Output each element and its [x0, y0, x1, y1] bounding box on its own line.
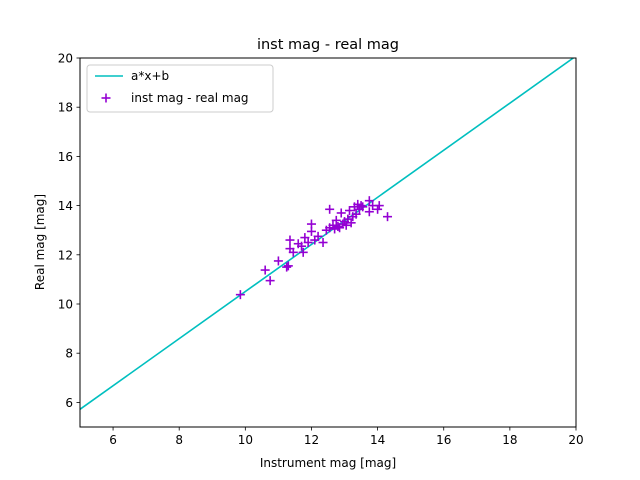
scatter-point: [273, 256, 283, 266]
y-tick-label: 14: [58, 199, 73, 213]
scatter-point: [358, 202, 368, 212]
scatter-point: [306, 219, 316, 229]
legend: a*x+b inst mag - real mag: [86, 64, 274, 113]
x-tick-label: 16: [436, 433, 451, 447]
fit-line: [80, 58, 575, 410]
y-tick-label: 16: [58, 150, 73, 164]
legend-plus-marker-icon: [101, 93, 111, 103]
scatter-point: [325, 204, 335, 214]
scatter-point: [383, 212, 393, 222]
y-tick-label: 6: [65, 396, 73, 410]
scatter-point: [300, 233, 310, 243]
chart-title: inst mag - real mag: [257, 37, 399, 53]
scatter-point: [336, 208, 346, 218]
y-axis-label: Real mag [mag]: [33, 194, 47, 290]
scatter-point: [341, 220, 351, 230]
scatter-point: [364, 207, 374, 217]
legend-label-fit: a*x+b: [131, 69, 169, 83]
scatter-point: [260, 265, 270, 275]
x-tick-label: 10: [238, 433, 253, 447]
scatter-point: [285, 235, 295, 245]
scatter-point: [356, 201, 366, 211]
scatter-point: [331, 215, 341, 225]
plot-area: [80, 58, 575, 410]
scatter-point: [364, 196, 374, 206]
scatter-point: [288, 247, 298, 257]
y-tick-label: 18: [58, 101, 73, 115]
x-tick-label: 18: [502, 433, 517, 447]
scatter-point: [282, 262, 292, 272]
y-tick-label: 8: [65, 347, 73, 361]
y-tick-label: 20: [58, 52, 73, 66]
scatter-point: [374, 201, 384, 211]
scatter-point: [333, 222, 343, 232]
scatter-point: [297, 241, 307, 251]
x-tick-label: 12: [304, 433, 319, 447]
x-tick-label: 6: [109, 433, 117, 447]
ticks: 6 8 10 12 14 16 18 20 6 8 10 12 14 16 18 20: [58, 52, 584, 448]
x-tick-label: 20: [568, 433, 583, 447]
scatter-point: [298, 247, 308, 257]
scatter-point: [313, 231, 323, 241]
scatter-point: [265, 276, 275, 286]
y-tick-label: 12: [58, 248, 73, 262]
scatter-point: [318, 238, 328, 247]
legend-frame: [86, 64, 274, 113]
scatter-point: [303, 238, 313, 247]
x-tick-label: 14: [370, 433, 385, 447]
scatter-point: [344, 206, 354, 216]
scatter-point: [346, 218, 356, 228]
scatter-point: [235, 290, 245, 300]
scatter-point: [283, 261, 293, 271]
axes-frame: [79, 57, 577, 428]
scatter-point: [351, 209, 361, 219]
y-tick-label: 10: [58, 298, 73, 312]
x-axis-label: Instrument mag [mag]: [260, 456, 396, 470]
x-tick-label: 8: [175, 433, 183, 447]
legend-label-scatter: inst mag - real mag: [131, 91, 249, 105]
